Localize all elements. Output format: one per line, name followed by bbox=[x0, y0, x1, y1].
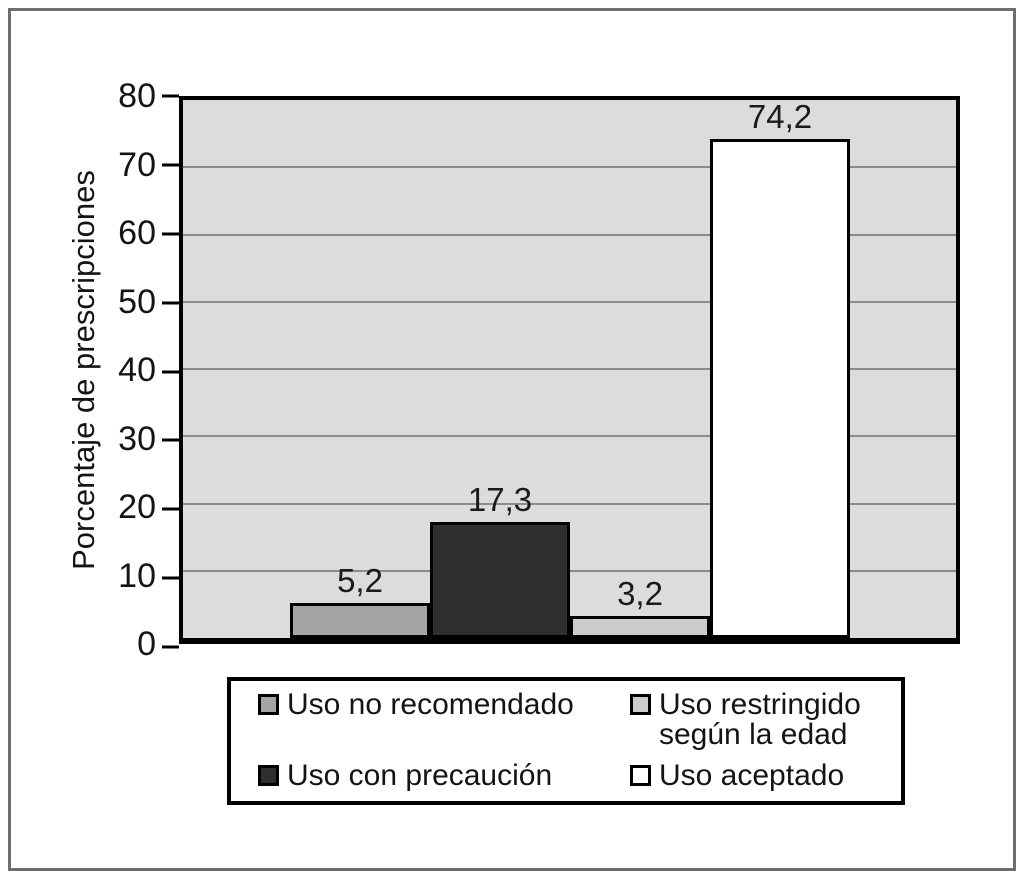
bars: 5,2 17,3 3,2 74,2 bbox=[183, 100, 956, 638]
tick-80 bbox=[162, 94, 179, 98]
bar-2: 17,3 bbox=[430, 483, 570, 638]
tick-60 bbox=[162, 232, 179, 236]
figure-border bbox=[8, 8, 1016, 871]
legend-box: Uso no recomendado Uso restringido según … bbox=[227, 677, 905, 805]
gridline-60 bbox=[183, 233, 956, 236]
tick-70 bbox=[162, 163, 179, 167]
tick-40 bbox=[162, 370, 179, 373]
tick-30 bbox=[162, 438, 179, 442]
legend-swatch-3 bbox=[258, 765, 279, 786]
legend-item-2: Uso restringido según la edad bbox=[630, 690, 893, 750]
tick-label-50: 50 bbox=[118, 282, 156, 321]
tick-label-20: 20 bbox=[118, 488, 156, 526]
legend-grid: Uso no recomendado Uso restringido según … bbox=[231, 681, 901, 801]
bar-value-label-2: 17,3 bbox=[467, 480, 533, 518]
tick-label-30: 30 bbox=[118, 419, 156, 458]
tick-0 bbox=[162, 645, 179, 649]
legend-label-4: Uso aceptado bbox=[659, 759, 845, 792]
gridline-40 bbox=[183, 368, 956, 370]
gridline-50 bbox=[183, 300, 956, 303]
plot-area: 5,2 17,3 3,2 74,2 bbox=[179, 96, 960, 644]
tick-10 bbox=[162, 576, 179, 580]
legend-label-1: Uso no recomendado bbox=[287, 688, 574, 721]
bar-4: 74,2 bbox=[710, 100, 850, 638]
bar-value-label-4: 74,2 bbox=[747, 98, 813, 136]
legend-item-4: Uso aceptado bbox=[630, 761, 893, 791]
bar-value-label-3: 3,2 bbox=[617, 575, 663, 613]
legend-item-1: Uso no recomendado bbox=[258, 690, 630, 720]
tick-label-70: 70 bbox=[118, 145, 156, 184]
tick-label-80: 80 bbox=[118, 77, 156, 115]
tick-label-60: 60 bbox=[118, 214, 156, 252]
tick-20 bbox=[162, 507, 179, 511]
y-axis-labels: 0 10 20 30 40 50 60 70 80 bbox=[40, 79, 156, 661]
tick-50 bbox=[162, 301, 179, 305]
gridline-20 bbox=[183, 502, 956, 505]
legend-swatch-2 bbox=[630, 694, 651, 715]
gridline-30 bbox=[183, 435, 956, 438]
legend-swatch-4 bbox=[630, 765, 651, 786]
tick-label-0: 0 bbox=[137, 625, 156, 663]
legend-label-3: Uso con precaución bbox=[287, 759, 553, 792]
y-axis-ticks bbox=[162, 94, 179, 649]
bar-1: 5,2 bbox=[290, 564, 430, 638]
tick-label-40: 40 bbox=[118, 351, 156, 389]
bar-3: 3,2 bbox=[570, 577, 710, 638]
legend-item-3: Uso con precaución bbox=[258, 761, 630, 791]
bar-value-label-1: 5,2 bbox=[337, 562, 383, 600]
legend-swatch-1 bbox=[258, 694, 279, 715]
legend-label-2: Uso restringido según la edad bbox=[659, 688, 861, 751]
gridline-70 bbox=[183, 166, 956, 169]
tick-label-10: 10 bbox=[118, 556, 156, 595]
